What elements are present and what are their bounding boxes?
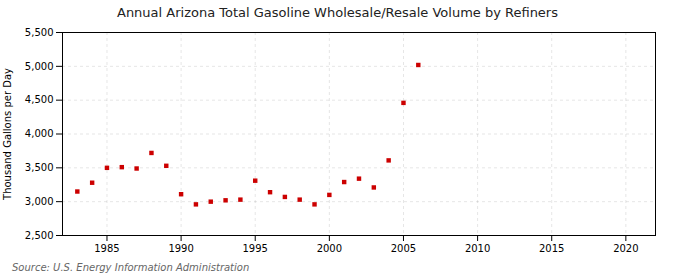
svg-text:Thousand Gallons per Day: Thousand Gallons per Day [2, 68, 13, 201]
svg-text:5,500: 5,500 [25, 27, 54, 38]
svg-text:1985: 1985 [94, 243, 119, 254]
svg-text:2015: 2015 [539, 243, 564, 254]
html-text:Source: U.S. Energy Informatio: Source: U.S. Energy Information Administ… [12, 262, 250, 273]
svg-text:2005: 2005 [391, 243, 416, 254]
svg-text:5,000: 5,000 [25, 61, 54, 72]
svg-text:4,000: 4,000 [25, 128, 54, 139]
svg-text:1990: 1990 [168, 243, 193, 254]
svg-text:4,500: 4,500 [25, 94, 54, 105]
svg-text:3,000: 3,000 [25, 196, 54, 207]
svg-text:2010: 2010 [465, 243, 490, 254]
html-text:Annual Arizona Total Gasoline: Annual Arizona Total Gasoline Wholesale/… [117, 5, 558, 20]
svg-text:2020: 2020 [613, 243, 638, 254]
svg-text:2000: 2000 [317, 243, 342, 254]
svg-text:2,500: 2,500 [25, 230, 54, 241]
svg-text:1995: 1995 [242, 243, 267, 254]
svg-text:3,500: 3,500 [25, 162, 54, 173]
